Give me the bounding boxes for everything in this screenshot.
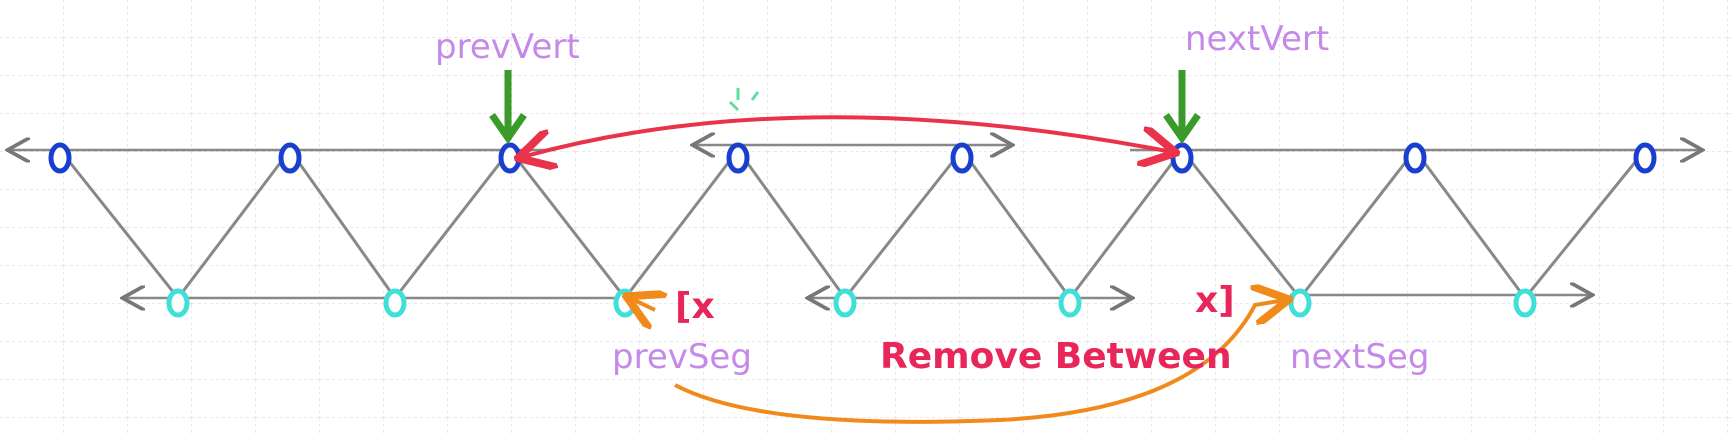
red-arrow xyxy=(522,115,1172,157)
vertex xyxy=(278,142,302,174)
vertex xyxy=(726,142,750,174)
label: [x xyxy=(675,286,715,327)
green-arrow xyxy=(489,70,527,145)
label: prevSeg xyxy=(612,337,752,377)
label: nextVert xyxy=(1185,19,1329,59)
vertex xyxy=(1513,288,1537,318)
vertex xyxy=(613,288,637,318)
vertex xyxy=(383,288,407,318)
label: nextSeg xyxy=(1290,337,1429,377)
vertex xyxy=(1633,142,1657,174)
orange-arrow xyxy=(630,298,655,310)
vertex xyxy=(1170,142,1194,174)
label: Remove Between xyxy=(880,336,1232,377)
vertex xyxy=(166,288,190,318)
vertex xyxy=(950,142,974,174)
vertex xyxy=(1058,288,1082,318)
orange-arrow xyxy=(674,300,1285,424)
vertex xyxy=(833,288,857,318)
vertex xyxy=(1403,142,1427,174)
vertex xyxy=(48,142,72,174)
highlight-mark xyxy=(728,88,760,112)
label: x] xyxy=(1195,280,1235,321)
vertex xyxy=(1288,288,1312,318)
label: prevVert xyxy=(435,27,580,67)
vertex xyxy=(498,142,522,174)
